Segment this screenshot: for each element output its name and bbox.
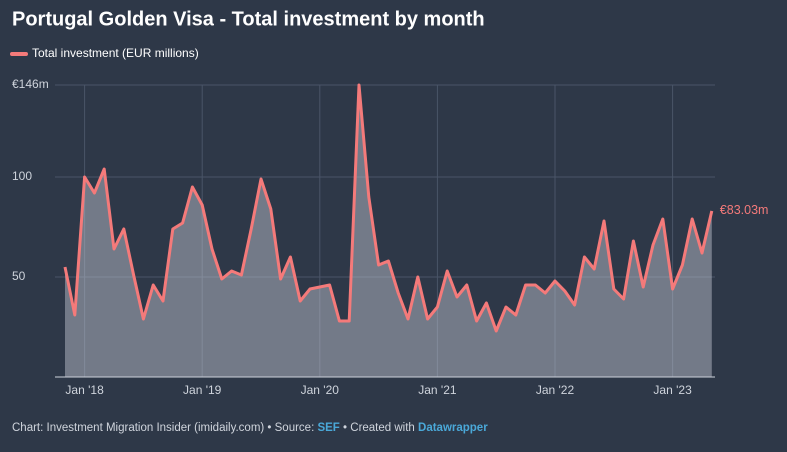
x-tick-label: Jan '20 [301, 383, 340, 397]
x-tick-label: Jan '22 [536, 383, 575, 397]
legend-label: Total investment (EUR millions) [32, 46, 199, 60]
y-tick-label: 100 [12, 169, 32, 183]
tool-link[interactable]: Datawrapper [418, 422, 488, 434]
footer: Chart: Investment Migration Insider (imi… [12, 422, 488, 434]
source-link[interactable]: SEF [317, 422, 339, 434]
x-tick-label: Jan '23 [653, 383, 692, 397]
x-tick-label: Jan '19 [183, 383, 222, 397]
footer-text: Chart: Investment Migration Insider (imi… [12, 422, 317, 434]
chart-title: Portugal Golden Visa - Total investment … [12, 8, 485, 30]
footer-text: • Created with [340, 422, 418, 434]
y-tick-label: €146m [12, 77, 49, 91]
x-tick-label: Jan '21 [418, 383, 457, 397]
area [65, 85, 712, 377]
x-tick-label: Jan '18 [65, 383, 104, 397]
y-tick-label: 50 [12, 269, 26, 283]
line [63, 83, 714, 333]
value-label: €83.03m [720, 203, 769, 217]
